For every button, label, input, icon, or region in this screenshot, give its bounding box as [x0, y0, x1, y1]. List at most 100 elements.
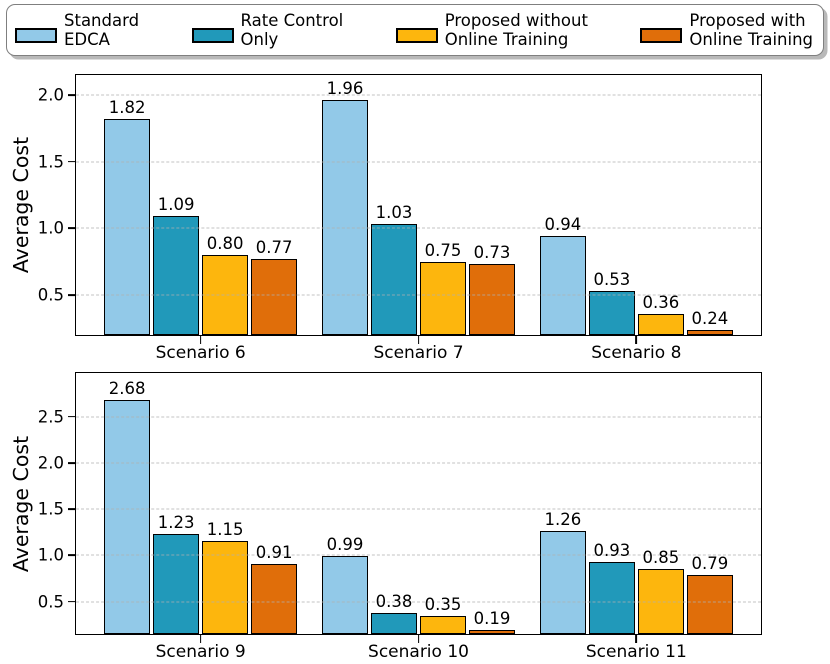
y-tick-mark — [68, 461, 76, 464]
bar-value-label: 1.96 — [326, 79, 364, 99]
legend-label-line2: Only — [240, 30, 279, 49]
bar-rate-control-only — [588, 561, 635, 634]
bar-rate-control-only — [153, 534, 200, 634]
bar-proposed-with-online-training — [686, 329, 733, 335]
y-tick-label: 0.5 — [37, 592, 64, 612]
y-tick-label: 2.0 — [37, 453, 64, 473]
x-tick-label: Scenario 8 — [591, 343, 682, 363]
bar-group: 0.94 0.53 0.36 0.24 — [539, 75, 733, 335]
bar-group: 0.99 0.38 0.35 0.19 — [322, 373, 515, 634]
bar-slot: 1.15 — [202, 373, 249, 634]
x-tick-mark — [635, 634, 638, 643]
bar-value-label: 1.82 — [108, 98, 146, 118]
y-tick-label: 2.5 — [37, 407, 64, 426]
x-tick-label: Scenario 10 — [368, 642, 469, 662]
bar-proposed-without-online-training — [637, 313, 684, 335]
bar-proposed-without-online-training — [202, 541, 249, 634]
y-tick-mark — [68, 554, 76, 557]
bar-proposed-without-online-training — [420, 261, 466, 335]
bar-value-label: 0.91 — [255, 542, 293, 562]
legend-label: Proposed without Online Training — [445, 11, 588, 50]
y-tick-mark — [68, 294, 76, 296]
bar-value-label: 2.68 — [108, 378, 146, 398]
legend-item-rate-control-only: Rate Control Only — [191, 11, 344, 50]
bar-slot: 1.23 — [153, 373, 200, 634]
bar-value-label: 0.75 — [424, 240, 462, 260]
legend-swatch-standard-edca — [15, 28, 57, 43]
bar-rate-control-only — [588, 291, 635, 335]
bar-proposed-with-online-training — [251, 563, 298, 634]
bar-value-label: 1.09 — [157, 195, 195, 215]
legend-label-line1: Proposed without — [444, 10, 588, 30]
bar-slot: 0.19 — [469, 373, 515, 634]
bar-proposed-with-online-training — [469, 630, 515, 634]
bar-slot: 0.35 — [420, 373, 466, 634]
bar-value-label: 0.93 — [593, 540, 631, 560]
legend-item-proposed-with-online-training: Proposed with Online Training — [640, 11, 813, 50]
legend-label-line1: Proposed with — [689, 10, 806, 30]
bar-group: 1.96 1.03 0.75 0.73 — [322, 75, 515, 335]
y-tick-label: 2.0 — [37, 85, 64, 105]
bar-slot: 1.26 — [539, 373, 586, 634]
bar-slot: 0.79 — [686, 373, 733, 634]
legend-swatch-proposed-with-online-training — [640, 28, 683, 43]
bar-group: 1.26 0.93 0.85 0.79 — [539, 373, 733, 634]
bar-slot: 0.91 — [251, 373, 298, 634]
bar-group: 1.82 1.09 0.80 0.77 — [104, 75, 298, 335]
bar-value-label: 1.26 — [544, 510, 582, 530]
legend-label-line2: Online Training — [689, 30, 813, 49]
bar-slot: 0.80 — [202, 75, 249, 335]
bar-standard-edca — [104, 119, 151, 335]
bar-slot: 0.73 — [469, 75, 515, 335]
bar-slot: 0.85 — [637, 373, 684, 634]
y-tick-label: 0.5 — [37, 285, 64, 305]
y-tick-mark — [68, 160, 76, 163]
bar-slot: 1.96 — [322, 75, 368, 335]
legend-item-standard-edca: Standard EDCA — [15, 11, 139, 50]
y-tick-label: 1.0 — [37, 545, 64, 565]
bar-standard-edca — [539, 236, 586, 335]
legend-swatch-proposed-without-online-training — [395, 28, 438, 43]
bar-standard-edca — [322, 556, 368, 634]
bar-slot: 0.93 — [588, 373, 635, 634]
y-tick-label: 1.5 — [37, 152, 64, 172]
legend-label-line1: Standard — [64, 10, 140, 30]
legend-label: Rate Control Only — [241, 11, 344, 50]
bar-slot: 1.03 — [371, 75, 417, 335]
x-tick-mark — [199, 335, 202, 344]
legend-swatch-rate-control-only — [191, 28, 234, 43]
legend-label-line2: Online Training — [444, 30, 569, 49]
bar-proposed-with-online-training — [469, 264, 515, 335]
bar-slot: 0.24 — [686, 75, 733, 335]
y-tick-label: 1.0 — [37, 218, 64, 238]
y-tick-mark — [68, 94, 76, 96]
bar-slot: 0.77 — [251, 75, 298, 335]
bar-value-label: 0.99 — [326, 535, 364, 555]
bar-slot: 0.94 — [539, 75, 586, 335]
y-tick-mark — [68, 508, 76, 510]
bar-proposed-without-online-training — [420, 615, 466, 634]
bar-slot: 0.99 — [322, 373, 368, 634]
bar-standard-edca — [104, 399, 151, 634]
bar-value-label: 0.80 — [206, 234, 244, 254]
y-tick-label: 1.5 — [37, 499, 64, 519]
bar-value-label: 0.94 — [544, 215, 582, 235]
bar-rate-control-only — [371, 612, 417, 634]
bar-group: 2.68 1.23 1.15 0.91 — [104, 373, 298, 634]
subplot-scenarios-6-8: Average Cost 0.5 1.0 1.5 2.0 1.82 1.09 0.80 0.7… — [0, 74, 830, 363]
bar-slot: 0.53 — [588, 75, 635, 335]
bar-rate-control-only — [371, 224, 417, 335]
bar-slot: 0.36 — [637, 75, 684, 335]
bar-slot: 1.09 — [153, 75, 200, 335]
bar-value-label: 0.19 — [473, 609, 511, 629]
legend-label: Standard EDCA — [64, 11, 139, 50]
legend: Standard EDCA Rate Control Only Proposed w… — [6, 4, 824, 56]
bar-value-label: 0.36 — [642, 292, 680, 312]
bar-slot: 0.75 — [420, 75, 466, 335]
bar-standard-edca — [322, 100, 368, 335]
bar-value-label: 0.35 — [424, 594, 462, 614]
bar-proposed-with-online-training — [251, 259, 298, 335]
legend-label: Proposed with Online Training — [689, 11, 813, 50]
bar-standard-edca — [539, 531, 586, 634]
bar-proposed-with-online-training — [686, 574, 733, 634]
